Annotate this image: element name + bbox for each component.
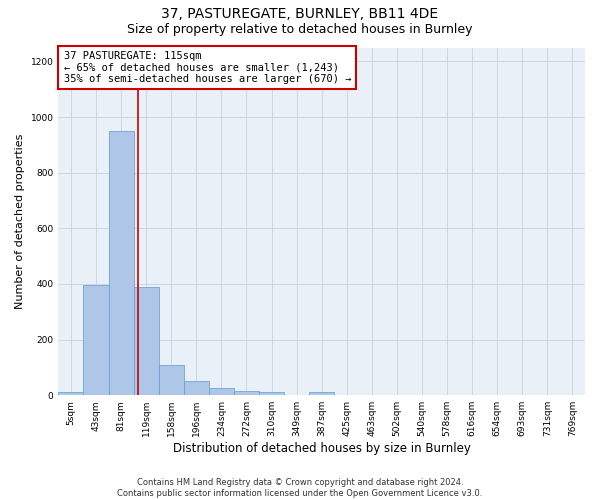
Bar <box>134 286 159 395</box>
Bar <box>259 392 284 395</box>
X-axis label: Distribution of detached houses by size in Burnley: Distribution of detached houses by size … <box>173 442 470 455</box>
Bar <box>83 286 109 395</box>
Bar <box>184 380 209 395</box>
Text: 37 PASTUREGATE: 115sqm
← 65% of detached houses are smaller (1,243)
35% of semi-: 37 PASTUREGATE: 115sqm ← 65% of detached… <box>64 51 351 84</box>
Bar <box>58 392 83 395</box>
Bar <box>234 392 259 395</box>
Text: Size of property relative to detached houses in Burnley: Size of property relative to detached ho… <box>127 22 473 36</box>
Y-axis label: Number of detached properties: Number of detached properties <box>15 134 25 309</box>
Bar <box>109 131 134 395</box>
Text: Contains HM Land Registry data © Crown copyright and database right 2024.
Contai: Contains HM Land Registry data © Crown c… <box>118 478 482 498</box>
Bar <box>159 366 184 395</box>
Text: 37, PASTUREGATE, BURNLEY, BB11 4DE: 37, PASTUREGATE, BURNLEY, BB11 4DE <box>161 8 439 22</box>
Bar <box>209 388 234 395</box>
Bar <box>309 392 334 395</box>
